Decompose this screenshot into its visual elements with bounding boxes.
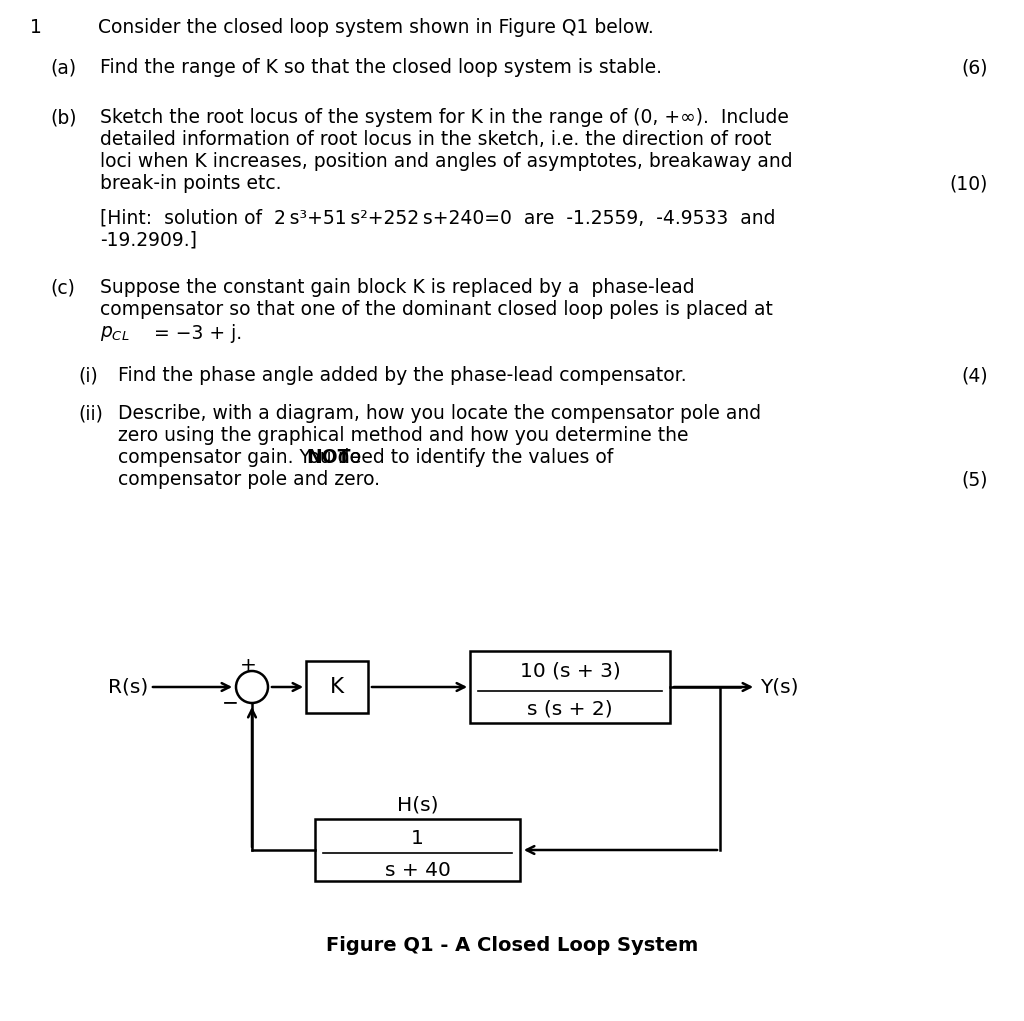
Text: compensator so that one of the dominant closed loop poles is placed at: compensator so that one of the dominant … — [100, 300, 773, 319]
Text: zero using the graphical method and how you determine the: zero using the graphical method and how … — [118, 426, 688, 445]
Text: need to identify the values of: need to identify the values of — [332, 448, 613, 467]
Text: 10 (s + 3): 10 (s + 3) — [519, 662, 621, 681]
Text: -19.2909.]: -19.2909.] — [100, 230, 197, 249]
Text: Consider the closed loop system shown in Figure Q1 below.: Consider the closed loop system shown in… — [98, 18, 653, 37]
Text: (4): (4) — [962, 366, 988, 385]
Text: (6): (6) — [962, 58, 988, 77]
Text: K: K — [330, 677, 344, 697]
FancyBboxPatch shape — [315, 819, 520, 881]
Text: 1: 1 — [30, 18, 42, 37]
Text: (a): (a) — [50, 58, 76, 77]
Text: (ii): (ii) — [78, 404, 102, 423]
Text: compensator pole and zero.: compensator pole and zero. — [118, 470, 380, 489]
Text: (10): (10) — [949, 174, 988, 193]
Text: s + 40: s + 40 — [385, 861, 451, 879]
Text: break-in points etc.: break-in points etc. — [100, 174, 282, 193]
Text: $p_{CL}$: $p_{CL}$ — [100, 324, 130, 343]
Text: R(s): R(s) — [108, 678, 148, 696]
Text: (i): (i) — [78, 366, 97, 385]
Text: compensator gain. You do: compensator gain. You do — [118, 448, 367, 467]
Text: 1: 1 — [411, 828, 424, 847]
Text: (b): (b) — [50, 108, 77, 127]
Text: Find the range of K so that the closed loop system is stable.: Find the range of K so that the closed l… — [100, 58, 662, 77]
Text: (5): (5) — [962, 470, 988, 489]
Text: Describe, with a diagram, how you locate the compensator pole and: Describe, with a diagram, how you locate… — [118, 404, 761, 423]
Text: loci when K increases, position and angles of asymptotes, breakaway and: loci when K increases, position and angl… — [100, 152, 793, 171]
Text: H(s): H(s) — [396, 795, 438, 815]
Text: Suppose the constant gain block K is replaced by a  phase-lead: Suppose the constant gain block K is rep… — [100, 278, 694, 297]
FancyBboxPatch shape — [470, 651, 670, 723]
FancyBboxPatch shape — [306, 661, 368, 713]
Text: = −3 + j.: = −3 + j. — [148, 324, 242, 343]
Text: s (s + 2): s (s + 2) — [527, 699, 612, 719]
Text: −: − — [221, 693, 239, 713]
Text: Y(s): Y(s) — [760, 678, 799, 696]
Text: Figure Q1 - A Closed Loop System: Figure Q1 - A Closed Loop System — [326, 935, 698, 955]
Text: NOT: NOT — [307, 448, 351, 467]
Text: detailed information of root locus in the sketch, i.e. the direction of root: detailed information of root locus in th… — [100, 130, 771, 149]
Text: Sketch the root locus of the system for K in the range of (0, +∞).  Include: Sketch the root locus of the system for … — [100, 108, 788, 127]
Text: [Hint:  solution of  2 s³+51 s²+252 s+240=0  are  -1.2559,  -4.9533  and: [Hint: solution of 2 s³+51 s²+252 s+240=… — [100, 208, 775, 227]
Text: +: + — [240, 655, 256, 675]
Text: (c): (c) — [50, 278, 75, 297]
Text: Find the phase angle added by the phase-lead compensator.: Find the phase angle added by the phase-… — [118, 366, 687, 385]
